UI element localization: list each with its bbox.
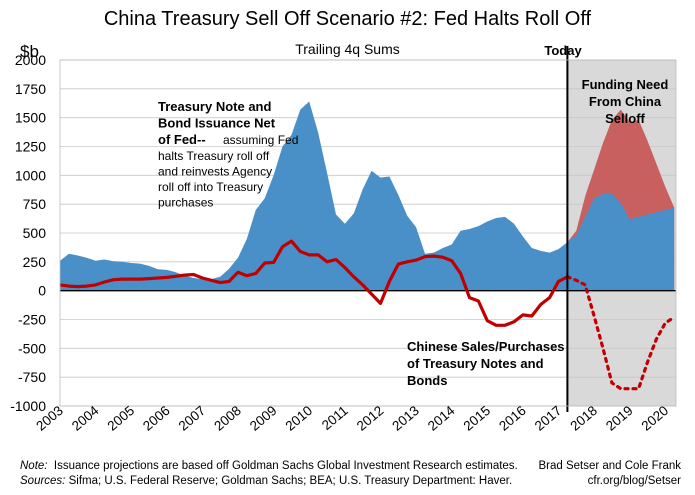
- issuance-annotation-bold: Bond Issuance Net: [158, 116, 276, 131]
- issuance-annotation-text: roll off into Treasury: [158, 180, 263, 194]
- y-tick-label: 2000: [15, 52, 46, 68]
- footer-sources: Sources: Sifma; U.S. Federal Reserve; Go…: [20, 474, 518, 489]
- chart-subtitle: Trailing 4q Sums: [295, 41, 400, 57]
- x-tick-label: 2013: [389, 403, 422, 434]
- china-sales-annotation: Chinese Sales/Purchases: [407, 339, 565, 354]
- china-sales-annotation: Bonds: [407, 373, 447, 388]
- issuance-annotation-text: assuming Fed: [223, 133, 298, 147]
- footer-credit-url: cfr.org/blog/Setser: [587, 475, 681, 487]
- y-tick-label: 750: [23, 196, 47, 212]
- y-tick-label: 1500: [15, 110, 46, 126]
- footer-note-text: Issuance projections are based off Goldm…: [53, 460, 518, 472]
- today-label: Today: [544, 43, 582, 58]
- x-tick-label: 2012: [354, 403, 387, 434]
- plot-frame: [59, 59, 677, 407]
- x-tick-label: 2007: [176, 403, 209, 434]
- x-tick-label: 2016: [496, 403, 529, 434]
- funding-need-annotation: From China: [589, 94, 662, 109]
- y-tick-label: 500: [23, 225, 47, 241]
- y-axis-unit-label: $b: [20, 42, 39, 61]
- issuance-annotation-bold: of Fed--: [158, 132, 206, 147]
- y-tick-label: -250: [18, 312, 46, 328]
- y-tick-label: -750: [18, 369, 46, 385]
- funding-need-annotation: Funding Need: [582, 77, 669, 92]
- footer-note: Note: Issuance projections are based off…: [20, 459, 518, 474]
- footer-note-label: Note:: [20, 460, 48, 472]
- china-sales-annotation: of Treasury Notes and: [407, 356, 544, 371]
- china-sales-projection-line: [565, 275, 676, 391]
- issuance-annotation-bold: Treasury Note and: [158, 99, 271, 114]
- y-tick-label: 1250: [15, 139, 46, 155]
- x-tick-label: 2018: [567, 403, 600, 434]
- x-tick-label: 2019: [603, 403, 636, 434]
- x-tick-label: 2017: [532, 403, 565, 434]
- x-tick-label: 2009: [247, 403, 280, 434]
- x-tick-label: 2020: [639, 403, 672, 434]
- x-tick-label: 2008: [211, 403, 244, 434]
- y-tick-label: 1750: [15, 81, 46, 97]
- x-tick-label: 2014: [425, 403, 458, 434]
- china-sales-line: [59, 239, 569, 327]
- x-tick-label: 2005: [104, 403, 137, 434]
- x-tick-label: 2011: [319, 403, 351, 433]
- y-tick-label: -500: [18, 340, 46, 356]
- footer-credit: Brad Setser and Cole Frank cfr.org/blog/…: [538, 459, 681, 489]
- x-tick-label: 2015: [461, 403, 494, 434]
- x-tick-label: 2006: [140, 403, 173, 434]
- funding-need-annotation: Selloff: [605, 111, 645, 126]
- x-tick-label: 2010: [283, 403, 316, 434]
- y-tick-label: 1000: [15, 167, 46, 183]
- footer-notes: Note: Issuance projections are based off…: [20, 459, 518, 489]
- issuance-annotation-text: halts Treasury roll off: [158, 149, 270, 163]
- x-tick-label: 2004: [69, 403, 102, 434]
- footer-sources-text: Sifma; U.S. Federal Reserve; Goldman Sac…: [68, 475, 513, 487]
- y-tick-label: 0: [38, 283, 46, 299]
- footer-credit-authors: Brad Setser and Cole Frank: [538, 460, 681, 472]
- issuance-area: [60, 101, 675, 291]
- y-tick-label: -1000: [10, 398, 46, 414]
- footer-sources-label: Sources:: [20, 475, 66, 487]
- chart-title: China Treasury Sell Off Scenario #2: Fed…: [103, 8, 592, 30]
- y-tick-label: 250: [23, 254, 47, 270]
- issuance-annotation-text: and reinvests Agency: [158, 165, 272, 179]
- issuance-annotation-text: purchases: [158, 196, 213, 210]
